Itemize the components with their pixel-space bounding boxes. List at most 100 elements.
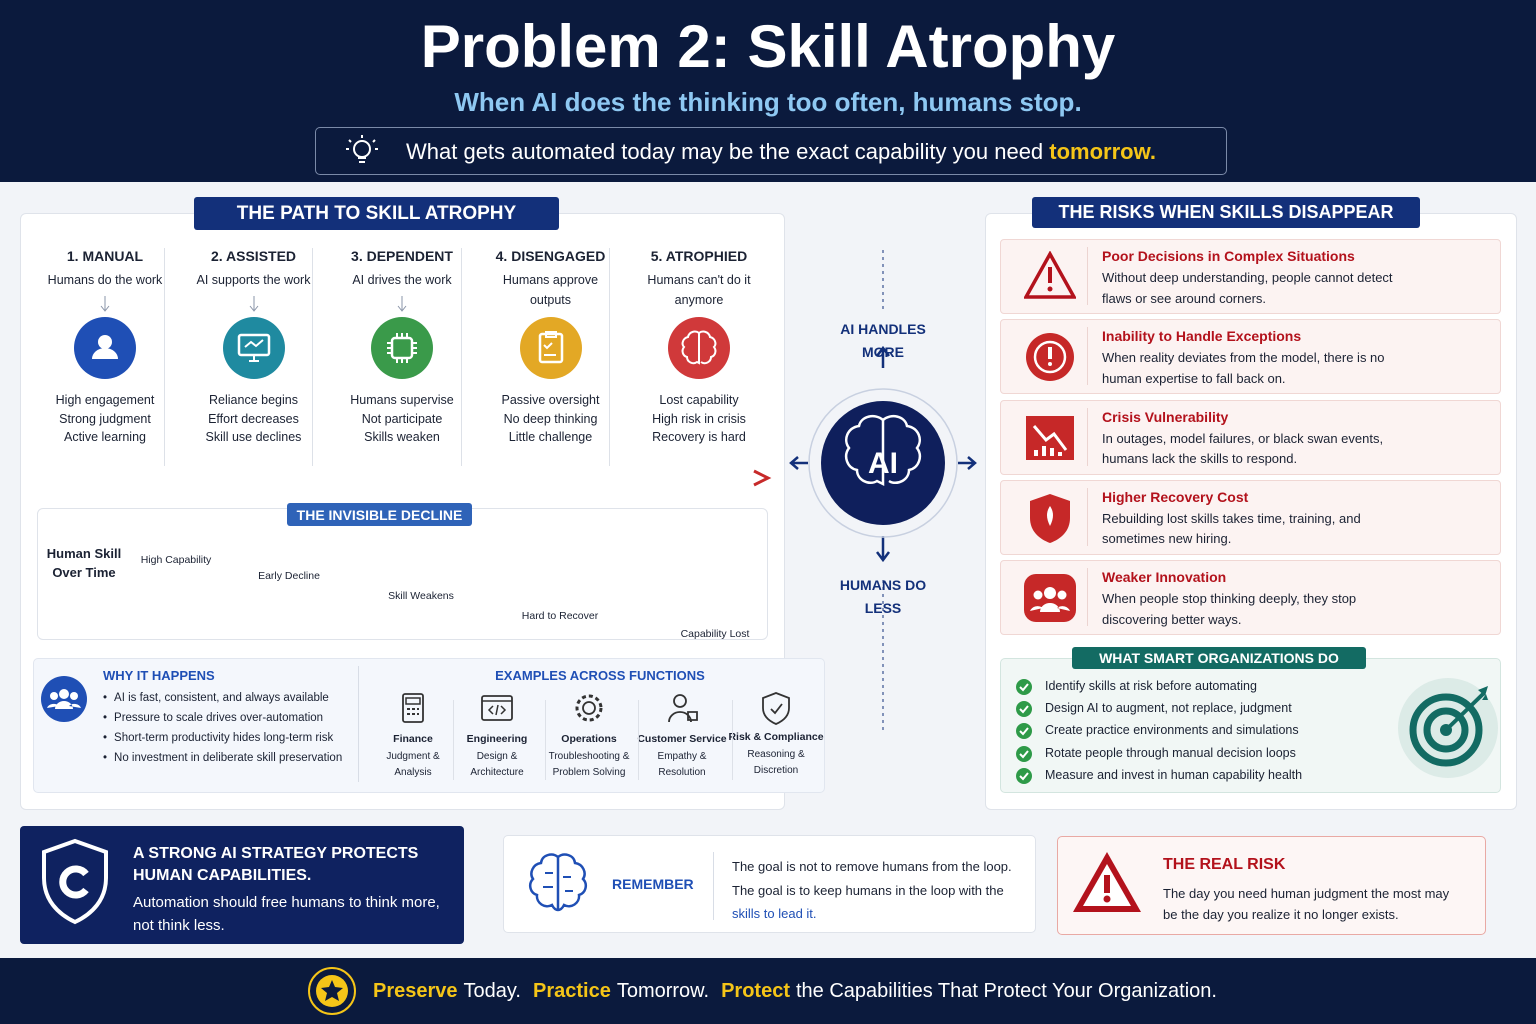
- risk-icon: [1030, 493, 1070, 543]
- footer-rest: Today.: [463, 979, 521, 1002]
- path-title: THE PATH TO SKILL ATROPHY: [194, 197, 559, 230]
- decline-label: Skill Weakens: [388, 590, 454, 602]
- strategy-text: Automation should free humans to think m…: [133, 894, 440, 934]
- risk-icon: [1026, 415, 1074, 460]
- stage-description: AI supports the work: [196, 273, 311, 287]
- stage-name: 1. MANUAL: [66, 248, 144, 264]
- why-item: • Pressure to scale drives over-automatio…: [103, 712, 324, 724]
- stage-outcome: Active learning: [64, 430, 146, 444]
- decline-title: THE INVISIBLE DECLINE: [287, 503, 472, 526]
- stage-divider: [460, 248, 462, 466]
- function-name: Engineering: [466, 733, 528, 745]
- risk-title: Inability to Handle Exceptions: [1102, 328, 1302, 345]
- examples-title: EXAMPLES ACROSS FUNCTIONS: [495, 668, 705, 683]
- stage-name: 4. DISENGAGED: [495, 248, 606, 264]
- risk-text: When people stop thinking deeply, they s…: [1102, 591, 1357, 627]
- risk-title: Higher Recovery Cost: [1102, 488, 1249, 505]
- function-detail: Empathy & Resolution: [657, 751, 707, 778]
- function-icon: [668, 694, 698, 723]
- function-icon: [481, 695, 513, 721]
- real-risk-card: [1057, 836, 1486, 935]
- cycle-top: AI HANDLES MORE: [840, 321, 926, 360]
- stage-divider: [609, 248, 610, 466]
- function-name: Operations: [561, 733, 617, 745]
- brain-icon: [528, 853, 588, 912]
- why-item: • Short-term productivity hides long-term…: [103, 732, 334, 744]
- bulb-icon: [346, 135, 378, 163]
- stage-icon: [519, 317, 582, 379]
- function-divider: [453, 700, 454, 780]
- function-detail: Reasoning & Discretion: [747, 749, 805, 776]
- risk-divider: [1087, 247, 1088, 305]
- footer-accent: Practice: [532, 979, 611, 1002]
- function-detail: Troubleshooting & Problem Solving: [548, 751, 630, 778]
- timeline-arrow: [753, 469, 772, 487]
- warning-icon: [1073, 852, 1141, 912]
- decline-axis-label: Human Skill Over Time: [46, 546, 122, 580]
- stage-icon: [74, 317, 136, 379]
- banner-main: What gets automated today may be the exa…: [406, 139, 1044, 164]
- check-icon: [1016, 723, 1032, 740]
- risk-card: [1000, 399, 1501, 475]
- star-icon: [308, 967, 356, 1015]
- footer-accent: Protect: [721, 979, 790, 1002]
- title: Problem 2: Skill Atrophy: [420, 13, 1116, 80]
- bullet: •: [103, 712, 108, 724]
- banner: What gets automated today may be the exa…: [315, 127, 1227, 175]
- divider: [358, 666, 359, 782]
- stage-outcome: No deep thinking: [503, 411, 598, 426]
- smart-item: Design AI to augment, not replace, judgm…: [1045, 701, 1292, 716]
- decline-label: Capability Lost: [680, 628, 750, 640]
- stage-divider: [163, 248, 165, 466]
- stage-icon: [371, 317, 433, 379]
- stage-outcome: Recovery is hard: [652, 430, 746, 444]
- check-icon: [1016, 701, 1032, 718]
- real-risk-text: The day you need human judgment the most…: [1163, 886, 1450, 922]
- function-divider: [545, 700, 546, 780]
- risks-title: THE RISKS WHEN SKILLS DISAPPEAR: [1032, 197, 1420, 228]
- footer-accent: Preserve: [373, 979, 458, 1002]
- risk-text: When reality deviates from the model, th…: [1102, 350, 1385, 386]
- stage-description: Humans approve outputs: [502, 273, 599, 307]
- stage-outcome: Skill use declines: [205, 430, 302, 444]
- why-item: • No investment in deliberate skill prese…: [103, 752, 343, 764]
- stage-name: 5. ATROPHIED: [650, 248, 748, 264]
- stage-description: Humans do the work: [47, 273, 163, 287]
- decline-label: Early Decline: [258, 570, 320, 582]
- why-item: • AI is fast, consistent, and always avai…: [103, 692, 329, 704]
- shield-icon: [42, 838, 108, 925]
- stage-outcome: Strong judgment: [59, 411, 151, 426]
- function-icon: [762, 692, 790, 725]
- footer: [0, 958, 1536, 1024]
- stage-outcome: Reliance begins: [209, 393, 298, 407]
- function-icon: [575, 694, 603, 722]
- bullet: •: [103, 692, 108, 704]
- stage-outcome: Skills weaken: [364, 430, 440, 444]
- stage-outcome: Passive oversight: [501, 393, 600, 407]
- function-name: Risk & Compliance: [728, 731, 824, 743]
- risk-card: [1000, 479, 1501, 555]
- stage-divider: [312, 248, 313, 466]
- down-arrow: [397, 296, 407, 312]
- bullet: •: [103, 752, 108, 764]
- risk-icon: [1026, 333, 1074, 382]
- smart-item: Rotate people through manual decision lo…: [1045, 745, 1296, 760]
- stage-name: 3. DEPENDENT: [351, 248, 453, 264]
- strategy-title: A STRONG AI STRATEGY PROTECTS HUMAN CAPA…: [133, 845, 419, 884]
- remember-label: REMEMBER: [612, 876, 694, 892]
- stage-outcome: Lost capability: [659, 393, 739, 407]
- function-detail: Judgment & Analysis: [386, 751, 440, 778]
- stage-name: 2. ASSISTED: [210, 248, 297, 264]
- stage-description: AI drives the work: [352, 273, 452, 287]
- why-title: WHY IT HAPPENS: [103, 668, 215, 683]
- risk-divider: [1087, 487, 1088, 546]
- function-divider: [638, 700, 639, 780]
- smart-title: WHAT SMART ORGANIZATIONS DO: [1072, 647, 1366, 669]
- footer-rest: Tomorrow.: [616, 979, 710, 1002]
- risk-divider: [1087, 568, 1088, 627]
- check-icon: [1016, 745, 1032, 762]
- risk-text: Rebuilding lost skills takes time, train…: [1102, 510, 1361, 547]
- people-icon: [41, 676, 87, 722]
- header: [0, 0, 1536, 182]
